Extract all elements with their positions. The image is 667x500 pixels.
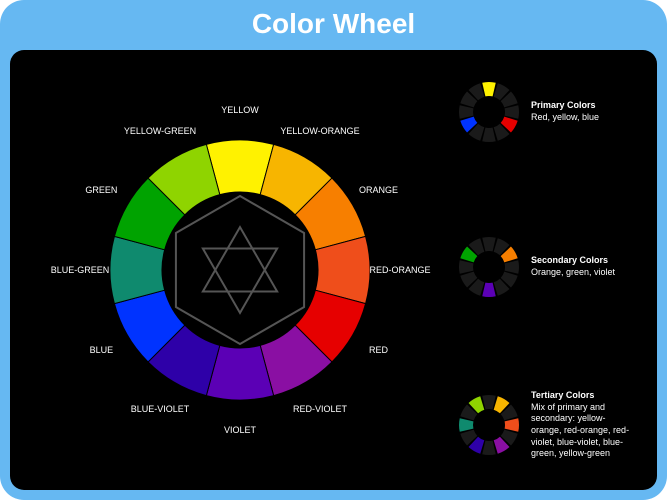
diagram-panel: YELLOW YELLOW-ORANGE ORANGE RED-ORANGE RED RE…	[10, 50, 657, 490]
legend-title: Secondary Colors	[531, 255, 615, 267]
legend-text: Primary ColorsRed, yellow, blue	[531, 100, 599, 123]
mini-segment	[482, 128, 495, 142]
mini-wheel	[457, 393, 521, 457]
segment-label: BLUE	[90, 345, 114, 355]
segment-label: VIOLET	[224, 425, 256, 435]
legend-desc: Red, yellow, blue	[531, 112, 599, 124]
legend-text: Secondary ColorsOrange, green, violet	[531, 255, 615, 278]
legend-title: Tertiary Colors	[531, 390, 631, 402]
mini-segment	[459, 260, 473, 273]
segment-label: RED	[369, 345, 388, 355]
segment-label: BLUE-VIOLET	[131, 404, 190, 414]
mini-segment	[482, 82, 495, 96]
segment-label: YELLOW	[221, 105, 259, 115]
mini-segment	[482, 395, 495, 409]
center-star	[176, 196, 304, 344]
mini-segment	[505, 105, 519, 118]
mini-segment	[505, 260, 519, 273]
segment-label: RED-VIOLET	[293, 404, 347, 414]
legend-title: Primary Colors	[531, 100, 599, 112]
mini-segment	[459, 105, 473, 118]
legend-column: Primary ColorsRed, yellow, blue Secondary…	[457, 80, 637, 460]
segment-label: YELLOW-GREEN	[124, 126, 196, 136]
segment-label: GREEN	[85, 185, 117, 195]
segment-label: BLUE-GREEN	[51, 265, 110, 275]
segment-label: ORANGE	[359, 185, 398, 195]
legend-tertiary: Tertiary ColorsMix of primary and second…	[457, 390, 637, 460]
mini-segment	[482, 237, 495, 251]
segment-label: RED-ORANGE	[369, 265, 430, 275]
mini-segment	[482, 441, 495, 455]
mini-segment	[505, 418, 519, 431]
mini-wheel	[457, 80, 521, 144]
mini-wheel	[457, 235, 521, 299]
segment-label: YELLOW-ORANGE	[280, 126, 359, 136]
color-wheel: YELLOW YELLOW-ORANGE ORANGE RED-ORANGE RED RE…	[30, 70, 450, 470]
legend-secondary: Secondary ColorsOrange, green, violet	[457, 235, 637, 299]
frame: Color Wheel YELLOW YELLOW-ORANGE ORANGE RED…	[0, 0, 667, 500]
legend-text: Tertiary ColorsMix of primary and second…	[531, 390, 631, 460]
legend-desc: Orange, green, violet	[531, 267, 615, 279]
legend-primary: Primary ColorsRed, yellow, blue	[457, 80, 637, 144]
mini-segment	[482, 283, 495, 297]
mini-segment	[459, 418, 473, 431]
legend-desc: Mix of primary and secondary: yellow-ora…	[531, 402, 631, 460]
page-title: Color Wheel	[10, 0, 657, 50]
